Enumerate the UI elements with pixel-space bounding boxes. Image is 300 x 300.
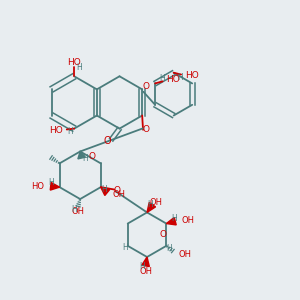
Polygon shape bbox=[147, 202, 156, 212]
Text: O: O bbox=[143, 125, 150, 134]
Text: O: O bbox=[89, 152, 96, 161]
Polygon shape bbox=[78, 152, 85, 159]
Text: O: O bbox=[160, 230, 167, 238]
Text: H: H bbox=[122, 243, 128, 252]
Text: H: H bbox=[76, 64, 82, 73]
Text: H: H bbox=[139, 262, 145, 271]
Text: HO: HO bbox=[49, 126, 63, 135]
Text: O: O bbox=[114, 186, 121, 195]
Text: HO: HO bbox=[67, 58, 81, 67]
Polygon shape bbox=[101, 187, 110, 196]
Polygon shape bbox=[142, 257, 149, 267]
Text: O: O bbox=[103, 136, 111, 146]
Text: HO: HO bbox=[185, 71, 199, 80]
Text: OH: OH bbox=[139, 267, 152, 276]
Text: OH: OH bbox=[182, 216, 195, 225]
Text: OH: OH bbox=[149, 197, 162, 206]
Text: H: H bbox=[159, 74, 165, 83]
Text: HO: HO bbox=[167, 75, 180, 84]
Text: OH: OH bbox=[71, 207, 84, 216]
Text: H: H bbox=[67, 127, 73, 136]
Text: H: H bbox=[171, 214, 177, 223]
Text: HO: HO bbox=[31, 182, 44, 191]
Text: H: H bbox=[178, 73, 183, 82]
Text: OH: OH bbox=[178, 250, 191, 259]
Text: H: H bbox=[82, 154, 88, 163]
Text: OH: OH bbox=[112, 190, 125, 199]
Text: H: H bbox=[147, 200, 153, 209]
Polygon shape bbox=[166, 218, 176, 225]
Text: H: H bbox=[167, 244, 172, 253]
Text: O: O bbox=[142, 82, 149, 91]
Polygon shape bbox=[50, 182, 60, 190]
Text: H: H bbox=[71, 205, 77, 214]
Text: H: H bbox=[48, 178, 53, 188]
Text: H: H bbox=[102, 185, 107, 194]
